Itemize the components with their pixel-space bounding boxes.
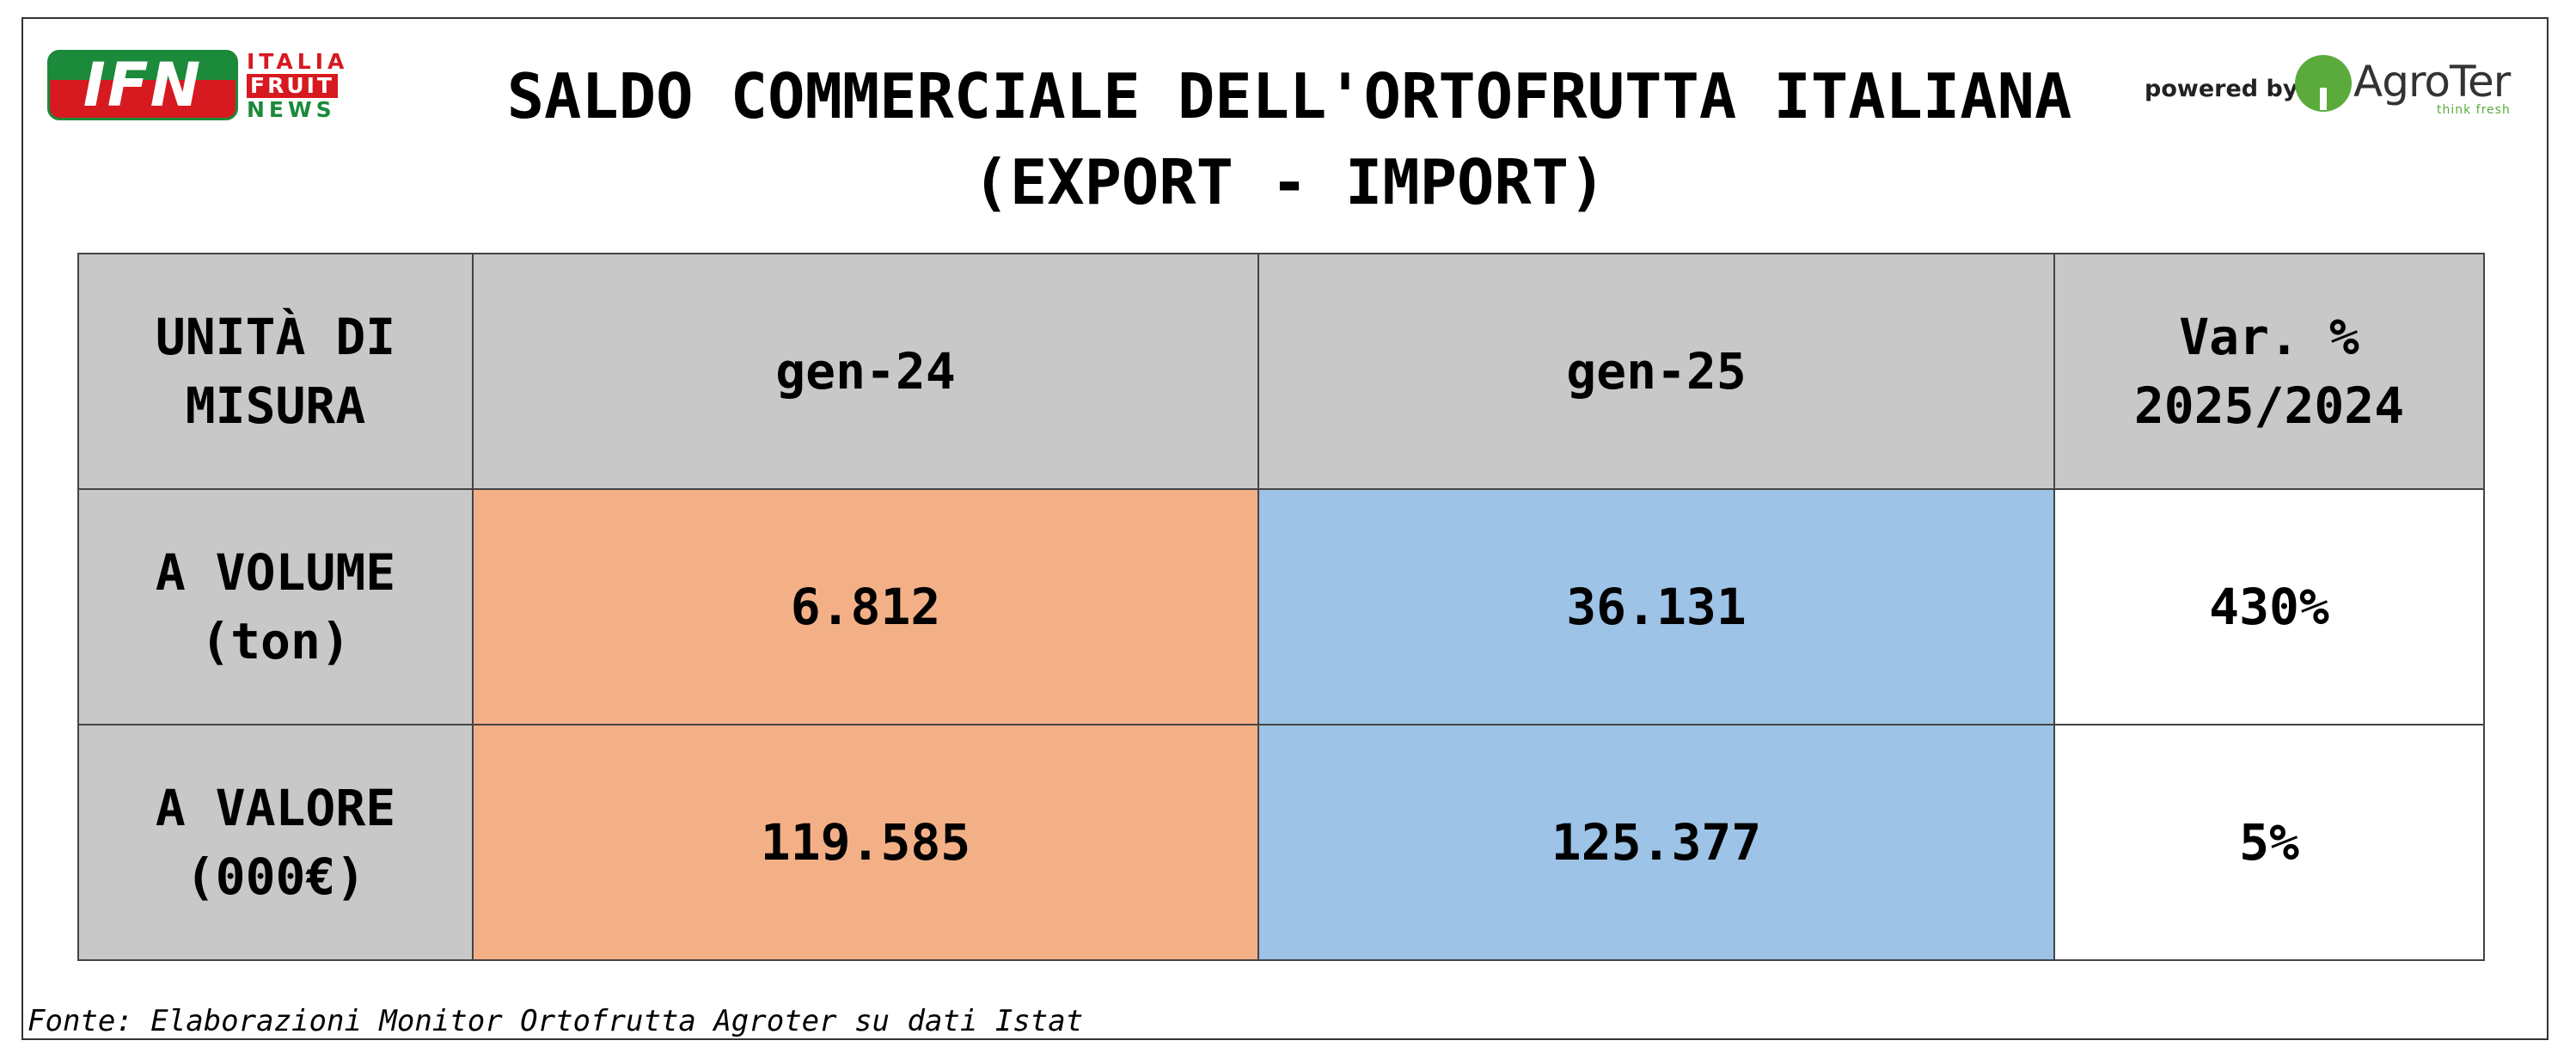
ifn-word-italia: ITALIA bbox=[247, 49, 349, 74]
row-label: A VALORE (000€) bbox=[77, 724, 474, 961]
ifn-word-news: NEWS bbox=[247, 97, 336, 122]
agroter-name: AgroTer bbox=[2353, 57, 2511, 107]
header-gen-24: gen-24 bbox=[472, 253, 1259, 490]
ifn-letters: IFN bbox=[83, 50, 203, 120]
cell-var: 430% bbox=[2053, 488, 2485, 725]
agroter-tagline: think fresh bbox=[2437, 103, 2511, 117]
ifn-badge: IFN bbox=[47, 50, 238, 120]
cell-gen-24: 6.812 bbox=[472, 488, 1259, 725]
title-line-1: SALDO COMMERCIALE DELL'ORTOFRUTTA ITALIA… bbox=[506, 60, 2072, 132]
header-var: Var. % 2025/2024 bbox=[2053, 253, 2485, 490]
header-gen-25: gen-25 bbox=[1257, 253, 2055, 490]
title-line-2: (EXPORT - IMPORT) bbox=[972, 146, 1606, 218]
cell-var: 5% bbox=[2053, 724, 2485, 961]
powered-by-label: powered by bbox=[2145, 76, 2298, 102]
cell-gen-24: 119.585 bbox=[472, 724, 1259, 961]
table-row: A VALORE (000€) 119.585 125.377 5% bbox=[77, 724, 2485, 961]
row-label: A VOLUME (ton) bbox=[77, 488, 474, 725]
ifn-word-fruit: FRUIT bbox=[247, 74, 338, 98]
tree-icon bbox=[2295, 55, 2352, 112]
agroter-logo: AgroTer think fresh bbox=[2295, 53, 2518, 122]
page-title: SALDO COMMERCIALE DELL'ORTOFRUTTA ITALIA… bbox=[404, 53, 2175, 225]
header-unit: UNITÀ DI MISURA bbox=[77, 253, 474, 490]
source-note: Fonte: Elaborazioni Monitor Ortofrutta A… bbox=[28, 1004, 1084, 1038]
ifn-words: ITALIA FRUIT NEWS bbox=[247, 50, 367, 122]
table-row: A VOLUME (ton) 6.812 36.131 430% bbox=[77, 488, 2485, 725]
table-header-row: UNITÀ DI MISURA gen-24 gen-25 Var. % 202… bbox=[77, 253, 2485, 490]
trade-balance-table: UNITÀ DI MISURA gen-24 gen-25 Var. % 202… bbox=[77, 253, 2485, 961]
cell-gen-25: 36.131 bbox=[1257, 488, 2055, 725]
cell-gen-25: 125.377 bbox=[1257, 724, 2055, 961]
ifn-logo: IFN ITALIA FRUIT NEWS bbox=[47, 50, 365, 127]
